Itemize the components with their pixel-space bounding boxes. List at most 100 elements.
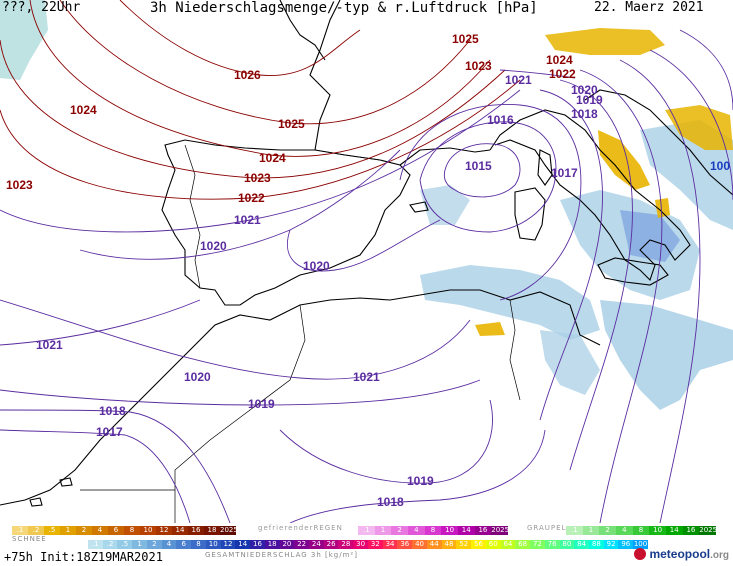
isobar-1020b [287,219,441,272]
isobar-label: 1017 [551,166,578,180]
legend-cell: 76 [544,540,560,549]
isobars [0,0,733,524]
isobar-1019b [279,399,493,484]
isobar-label: 1020 [303,259,330,273]
legend-cell: 30 [353,540,368,549]
legend-cell: 10 [441,526,458,535]
header-date: 22. Maerz 2021 [594,0,704,15]
legend-cell: 96 [618,540,634,549]
coast-corsica [537,149,553,186]
border-morocco-algeria [174,304,306,523]
legend-cell: .1 [12,526,28,535]
legend-cell: 60 [485,540,501,549]
legend-cell: 6 [108,526,124,535]
legend-cell: 44 [426,540,442,549]
isobar-label: 1018 [571,107,598,121]
legend-cell: 12 [220,540,236,549]
isobar-label: 100 [710,159,730,173]
isobar-1023a [0,39,506,179]
legend-cell: 2 [391,526,408,535]
snow-area-atlas [475,322,505,336]
snow-area-alps [545,28,665,55]
legend-cell: .1 [88,540,103,549]
legend-snow-title: SCHNEE [12,535,47,543]
legend-graupel-title: GRAUPEL [527,524,567,532]
legend-cell: 64 [500,540,516,549]
isobar-1018b [289,429,546,524]
rain-area-ionian [600,300,733,410]
isobar-e3 [679,29,733,111]
legend-cell: 100 [633,540,648,549]
isobar-1018c [539,89,603,421]
isobar-1018a [0,409,231,524]
isobar-label: 1025 [278,117,305,131]
legend-cell: 48 [441,540,457,549]
legend-cell: 2025+ [220,526,236,535]
legend-cell: 16 [250,540,265,549]
isobar-label: 1023 [465,59,492,73]
rain-area-nw [0,0,48,80]
legend-cell: 56 [471,540,486,549]
isobar-label: 1020 [184,370,211,384]
legend-cell: 12 [156,526,172,535]
isobar-label: 1019 [248,397,275,411]
legend-cell: 8 [632,526,650,535]
isobar-label: 1016 [487,113,514,127]
rain-area-south-med [420,265,600,340]
legend-cell: 72 [530,540,545,549]
legend-cell: .2 [102,540,118,549]
header-time: ???, 22Uhr [2,0,81,15]
isobar-1022a [0,79,521,200]
legend-cell: 36 [397,540,413,549]
isobar-1015 [443,143,521,198]
isobar-label: 1024 [259,151,286,165]
legend-cell: 2 [146,540,162,549]
legend-cell: .1 [566,526,583,535]
legend-cell: 22 [294,540,310,549]
legend-cell: .5 [44,526,60,535]
coast-italy [489,109,691,282]
legend-cell: 1 [132,540,147,549]
legend-cell: 92 [603,540,619,549]
run-info: +75h Init:18Z19MAR2021 [4,550,163,564]
legend-cell: 8 [124,526,140,535]
coast-iberia [161,139,411,306]
isobar-1019a [0,379,481,406]
isobar-label: 1020 [571,83,598,97]
isobar-label: 1026 [234,68,261,82]
legend-cell: 6 [176,540,192,549]
isobar-1020a [79,149,401,260]
isobar-label: 1023 [244,171,271,185]
legend-cell: 8 [424,526,442,535]
legend-cell: 10 [649,526,666,535]
coast-france [309,0,341,151]
coast-france-south [399,147,491,166]
legend-cell: 16 [188,526,204,535]
legend-cell: .1 [358,526,375,535]
isobar-labels: 1025 1024 1026 1023 1024 1022 1021 1020 … [6,32,730,509]
snow-area-calabria [655,198,670,218]
precipitation-areas [0,0,733,410]
isobar-label: 1025 [452,32,479,46]
coast-uk [279,0,326,61]
isobar-label: 1018 [377,495,404,509]
isobar-1020c [0,299,471,380]
legend-cell: 34 [382,540,398,549]
isobar-label: 1024 [70,103,97,117]
logo-text: meteopool.org [649,547,729,561]
legend-cell: 14 [235,540,251,549]
legend-freezing-title: gefrierenderREGEN [258,524,343,532]
coast-canaries [29,477,73,507]
legend-cell: 4 [615,526,633,535]
rain-area-east-mid [620,210,680,262]
coast-sardinia [514,187,546,241]
rain-area-balearic [420,185,470,225]
legend-cell: 68 [515,540,531,549]
isobar-label: 1022 [238,191,265,205]
isobar-1021c [499,69,576,79]
legend-cell: 88 [588,540,604,549]
legend-cell: 4 [161,540,177,549]
